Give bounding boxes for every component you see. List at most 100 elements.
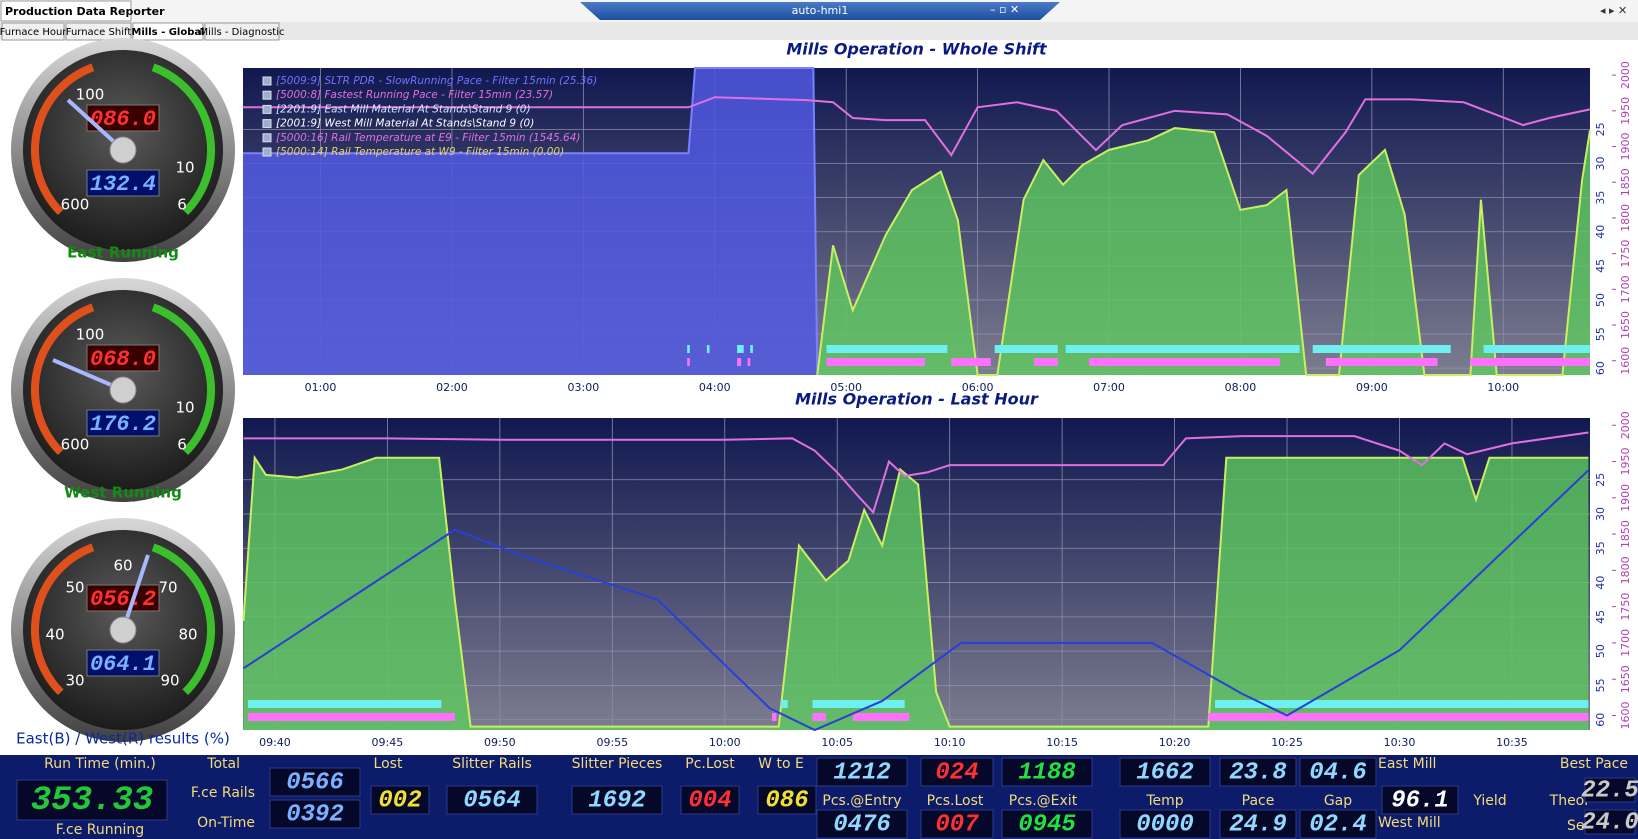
gauge-value-top: 056.2 (90, 587, 156, 612)
gauge-arc-low (31, 543, 95, 696)
display-value: 04.6 (1309, 759, 1367, 786)
gauge-value-bottom: 176.2 (90, 412, 156, 437)
gauge-display-top (86, 584, 160, 612)
y-tick-label: 35 (1594, 541, 1607, 555)
y2-tick-label: 1800 (1619, 556, 1632, 584)
panel-label: On-Time (197, 815, 255, 831)
digital-display (680, 785, 740, 815)
digital-display (757, 785, 817, 815)
y-tick-label: 40 (1594, 576, 1607, 590)
gauge-scale-label: 10 (175, 159, 194, 177)
activity-strip (994, 345, 1058, 353)
y2-tick-label: 1900 (1619, 133, 1632, 161)
legend-entry: [5000:16] Rail Temperature at E9 - Filte… (276, 132, 581, 144)
y2-tick-label: 1600 (1619, 701, 1632, 729)
display-value: 0564 (463, 787, 521, 814)
activity-strip (1034, 358, 1058, 366)
activity-strip (1065, 345, 1300, 353)
y2-tick-label: 1750 (1619, 240, 1632, 268)
y-tick-label: 35 (1594, 191, 1607, 205)
activity-strip (1470, 358, 1590, 366)
display-value: 0945 (1018, 811, 1076, 838)
panel-label: Pcs.@Entry (822, 793, 901, 809)
legend-entry: [5000:8] Fastest Running Pace - Filter 1… (276, 89, 553, 101)
y-tick-label: 60 (1594, 713, 1607, 727)
window-title: auto-hmi1 (792, 4, 849, 17)
series-line (243, 431, 1589, 515)
gauge-scale-label: 30 (65, 672, 84, 690)
y-tick-label: 25 (1594, 473, 1607, 487)
x-tick-label: 09:00 (1356, 381, 1388, 394)
y2-tick-label: 2000 (1619, 411, 1632, 439)
x-tick-label: 10:35 (1496, 736, 1528, 749)
digital-display (1381, 785, 1459, 815)
y2-tick-label: 2000 (1619, 61, 1632, 89)
app-tab[interactable] (0, 0, 132, 22)
gauge-arc-low (31, 303, 95, 456)
display-value: 22.5 (1581, 777, 1638, 804)
display-value: 1692 (588, 787, 646, 814)
display-value: 086 (765, 787, 808, 814)
digital-display (1119, 809, 1211, 839)
panel-label: Yield (1472, 793, 1506, 809)
window-buttons[interactable]: – ▫ ✕ (990, 3, 1019, 16)
gauge-display-bottom (86, 169, 160, 197)
x-tick-label: 08:00 (1225, 381, 1257, 394)
y-tick-label: 55 (1594, 678, 1607, 692)
tab[interactable] (65, 22, 132, 41)
x-tick-label: 09:55 (596, 736, 628, 749)
legend-icon (262, 147, 272, 157)
gauge-scale-label: 600 (61, 436, 90, 454)
window-tab[interactable] (580, 2, 1060, 20)
y2-tick-label: 1700 (1619, 629, 1632, 657)
activity-strip (687, 345, 690, 353)
panel-label: Gap (1324, 793, 1352, 809)
x-tick-label: 09:50 (484, 736, 516, 749)
activity-strip (1089, 358, 1280, 366)
y-tick-label: 40 (1594, 225, 1607, 239)
tab[interactable] (1, 22, 65, 41)
x-tick-label: 03:00 (568, 381, 600, 394)
tabs: Furnace Hour Furnace Shift Mills - GlobalM… (0, 22, 284, 41)
activity-strip (1312, 345, 1451, 353)
gauge-arc-low (31, 63, 95, 216)
y-tick-label: 50 (1594, 293, 1607, 307)
panel-label: Slitter Rails (452, 756, 532, 772)
chart-title: Mills Operation - Last Hour (795, 390, 1039, 409)
close-controls[interactable]: ◂ ▸ ✕ (1600, 4, 1627, 17)
panel-label: Temp (1145, 793, 1183, 809)
x-tick-label: 05:00 (830, 381, 862, 394)
legend-icon (262, 133, 272, 143)
panel-label: Pcs.Lost (927, 793, 984, 809)
tab[interactable] (204, 22, 280, 41)
panel-label: Run Time (min.) (44, 756, 156, 772)
panel-label: East Mill (1378, 756, 1436, 772)
digital-display (1299, 757, 1377, 787)
y-tick-label: 30 (1594, 157, 1607, 171)
charts: Mills Operation - Whole Shift 01:00 02:00 0… (242, 40, 1632, 749)
tab[interactable] (132, 22, 204, 41)
gauge-scale-label: 80 (178, 626, 197, 644)
digital-display (1119, 757, 1211, 787)
display-value: 0566 (286, 769, 344, 796)
y-tick-label: 25 (1594, 122, 1607, 136)
gauge-scale-label: 40 (45, 626, 64, 644)
digital-display (1584, 809, 1636, 835)
activity-strip (747, 358, 751, 366)
gauge-hub (109, 616, 137, 644)
digital-display (816, 809, 908, 839)
gauge-arc-high (151, 543, 215, 696)
gauge-scale-label: 600 (61, 196, 90, 214)
legend-icon (262, 76, 272, 86)
gauge-value-bottom: 064.1 (90, 652, 156, 677)
gauge-scale-label: 60 (113, 557, 132, 575)
digital-display (816, 757, 908, 787)
x-tick-label: 10:00 (709, 736, 741, 749)
panel-label: Lost (374, 756, 403, 772)
activity-strip (826, 345, 948, 353)
x-tick-label: 10:20 (1159, 736, 1191, 749)
x-tick-label: 09:40 (259, 736, 291, 749)
display-value: 1212 (833, 759, 891, 786)
